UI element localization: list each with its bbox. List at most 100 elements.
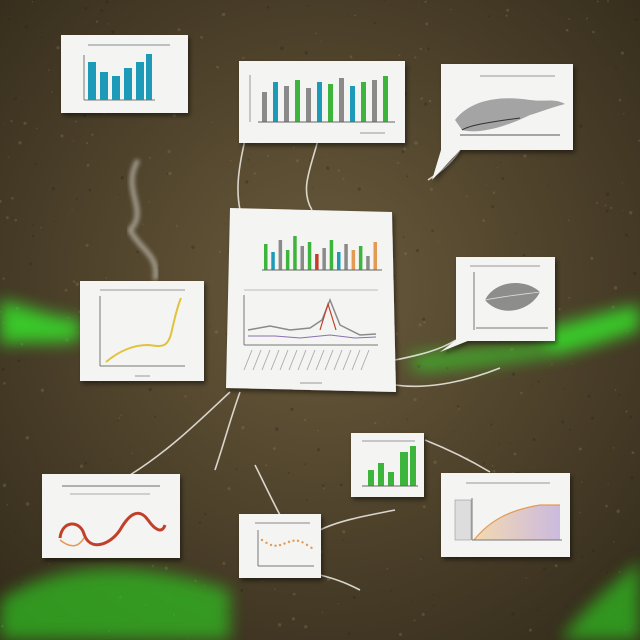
speckle	[191, 245, 195, 249]
speckle	[383, 601, 385, 603]
speckle	[5, 216, 9, 220]
speckle	[136, 250, 140, 254]
speckle	[224, 223, 226, 225]
speckle	[23, 121, 27, 125]
speckle	[235, 468, 238, 471]
speckle	[339, 483, 343, 487]
speckle	[414, 141, 418, 145]
speckle	[317, 429, 320, 432]
speckle	[60, 134, 64, 138]
speckle	[71, 209, 73, 211]
speckle	[386, 568, 389, 570]
speckle	[18, 141, 22, 145]
bar	[285, 250, 290, 270]
speckle	[35, 163, 38, 166]
tick-label	[297, 349, 307, 371]
speckle	[352, 596, 356, 599]
card-1-bars	[88, 54, 152, 100]
central-bars	[264, 236, 377, 270]
speckle	[403, 252, 408, 256]
speckle	[120, 176, 125, 180]
speckle	[403, 147, 407, 151]
speckle	[184, 395, 187, 398]
speckle	[0, 199, 2, 203]
speckle	[247, 158, 250, 161]
speckle	[428, 99, 432, 103]
hanging-strings	[129, 139, 501, 591]
speckle	[458, 408, 460, 410]
bar	[378, 463, 384, 486]
speckle	[95, 20, 99, 23]
speckle	[75, 197, 78, 200]
speckle	[326, 153, 328, 155]
speckle	[596, 201, 599, 204]
speckle	[569, 429, 572, 432]
point	[301, 541, 304, 544]
speckle	[454, 430, 456, 432]
speckle	[579, 124, 583, 128]
speckle	[528, 628, 532, 632]
speckle	[54, 220, 56, 223]
speckle	[506, 8, 510, 12]
speckle	[613, 541, 615, 543]
tick-label	[243, 349, 253, 371]
speckle	[437, 240, 439, 243]
speckle	[618, 571, 621, 573]
speckle	[432, 594, 434, 596]
speckle	[149, 156, 152, 159]
central-tick-labels	[243, 349, 370, 371]
speckle	[637, 139, 640, 142]
speckle	[431, 229, 434, 232]
speckle	[36, 127, 38, 130]
bar	[337, 252, 341, 270]
speckle	[605, 192, 610, 196]
speckle	[581, 481, 583, 483]
speckle	[532, 438, 536, 441]
speckle	[427, 47, 430, 51]
speckle	[410, 68, 412, 70]
speckle	[498, 442, 500, 445]
speckle	[304, 51, 308, 55]
speckle	[72, 280, 76, 283]
tick-label	[315, 349, 325, 371]
speckle	[465, 195, 468, 198]
speckle	[175, 224, 178, 227]
speckle	[427, 1, 430, 3]
bar	[372, 80, 377, 122]
speckle	[614, 388, 617, 391]
speckle	[253, 172, 256, 175]
speckle	[456, 405, 460, 408]
speckle	[64, 288, 68, 292]
speckle	[266, 155, 270, 158]
bar	[271, 252, 275, 270]
speckle	[413, 398, 417, 402]
speckle	[505, 14, 508, 17]
speckle	[610, 206, 613, 210]
speckle	[304, 625, 308, 629]
speckle	[491, 464, 494, 467]
speckle	[398, 54, 401, 57]
speckle	[604, 204, 607, 207]
speckle	[537, 380, 540, 383]
speckle	[511, 612, 515, 616]
speckle	[211, 121, 213, 124]
speckle	[2, 277, 5, 280]
speckle	[307, 5, 310, 7]
speckle	[353, 14, 356, 17]
speckle	[342, 177, 345, 180]
bar	[306, 88, 311, 122]
speckle	[315, 32, 318, 35]
speckle	[88, 188, 92, 192]
speckle	[2, 483, 7, 488]
speckle	[508, 470, 510, 472]
speckle	[214, 330, 219, 334]
speckle	[91, 133, 94, 136]
speckle	[342, 530, 346, 534]
speckle	[84, 6, 88, 10]
speckle	[621, 182, 623, 184]
bar	[295, 80, 300, 122]
speckle	[486, 184, 488, 186]
speckle	[374, 421, 377, 425]
speckle	[514, 232, 517, 235]
speckle	[578, 447, 582, 451]
